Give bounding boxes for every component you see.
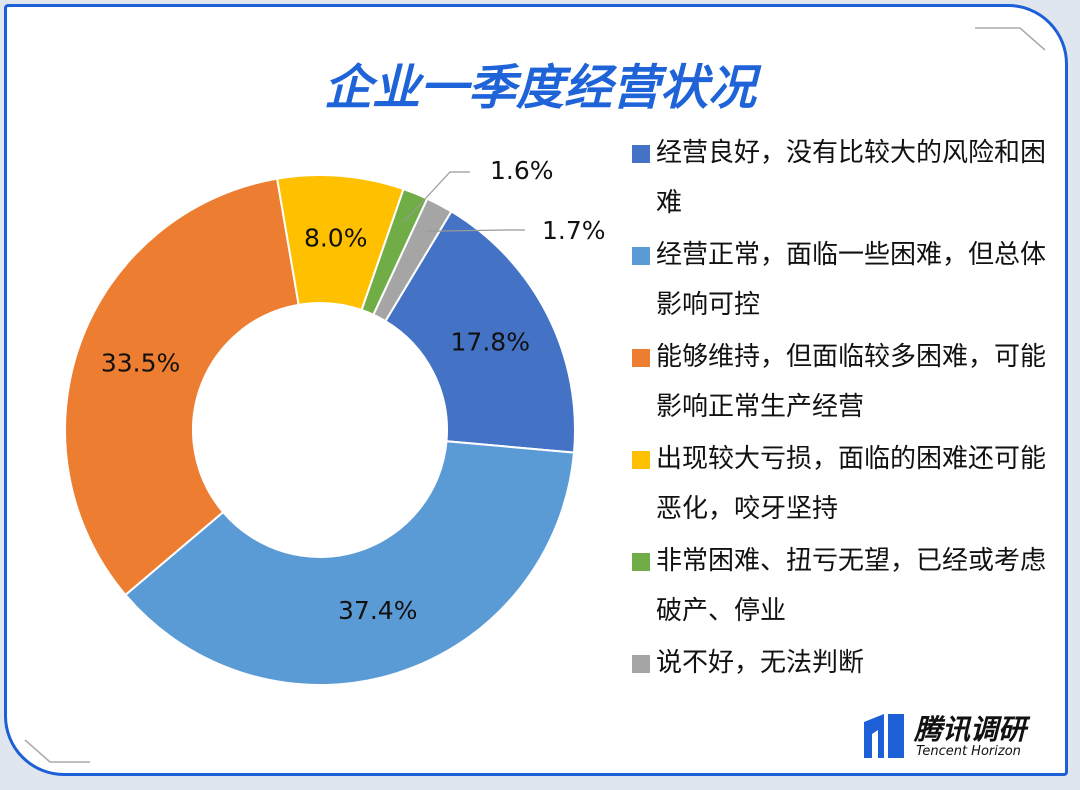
chart-title: 企业一季度经营状况 [323, 60, 756, 116]
decoration [24, 739, 90, 763]
data-label: 1.7% [542, 216, 606, 245]
leader-line [403, 171, 470, 222]
legend-item: 经营良好，没有比较大的风险和困难 [632, 128, 1062, 230]
legend-item: 说不好，无法判断 [632, 638, 1062, 740]
legend-label: 出现较大亏损，面临的困难还可能恶化，咬牙坚持 [656, 444, 1047, 524]
legend-label: 经营正常，面临一些困难，但总体影响可控 [656, 240, 1047, 320]
legend-item: 经营正常，面临一些困难，但总体影响可控 [632, 230, 1062, 332]
legend-swatch [632, 655, 650, 673]
donut-slice [384, 210, 576, 454]
data-label: 1.6% [490, 156, 554, 185]
legend-label: 经营良好，没有比较大的风险和困难 [656, 138, 1047, 218]
legend-item: 能够维持，但面临较多困难，可能影响正常生产经营 [632, 332, 1062, 434]
legend-item: 非常困难、扭亏无望，已经或考虑破产、停业 [632, 536, 1062, 638]
leader-line [425, 229, 525, 232]
brand-logo [864, 714, 904, 758]
data-label: 8.0% [304, 224, 368, 253]
donut-slice [64, 177, 300, 597]
legend: 经营良好，没有比较大的风险和困难 经营正常，面临一些困难，但总体影响可控 能够维持，… [632, 128, 1062, 740]
donut-slice [372, 197, 453, 323]
legend-label: 说不好，无法判断 [656, 648, 865, 678]
legend-swatch [632, 145, 650, 163]
donut-slice [124, 440, 576, 686]
brand-name: 腾讯调研 [914, 713, 1027, 746]
legend-swatch [632, 553, 650, 571]
data-label: 33.5% [101, 349, 180, 378]
legend-swatch [632, 451, 650, 469]
legend-label: 能够维持，但面临较多困难，可能影响正常生产经营 [656, 342, 1047, 422]
legend-swatch [632, 349, 650, 367]
data-label: 37.4% [338, 596, 417, 625]
brand-subtitle: Tencent Horizon [916, 744, 1021, 759]
data-label: 17.8% [451, 327, 530, 356]
legend-label: 非常困难、扭亏无望，已经或考虑破产、停业 [656, 546, 1047, 626]
decoration [975, 27, 1046, 51]
legend-swatch [632, 247, 650, 265]
legend-item: 出现较大亏损，面临的困难还可能恶化，咬牙坚持 [632, 434, 1062, 536]
